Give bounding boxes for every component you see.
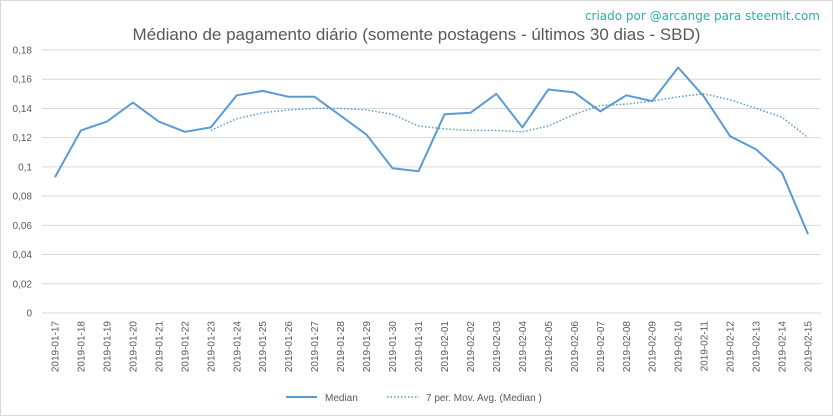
x-axis-ticks: 2019-01-17 2019-01-18 2019-01-19 2019-01-20… xyxy=(50,321,814,373)
y-tick-label: 0,12 xyxy=(13,133,33,144)
y-tick-label: 0,1 xyxy=(18,162,32,173)
x-tick-label: 2019-01-18 xyxy=(76,321,87,373)
credit-text: criado por @arcange para steemit.com xyxy=(584,9,820,23)
x-tick-label: 2019-02-01 xyxy=(440,321,451,373)
x-tick-label: 2019-01-25 xyxy=(258,321,269,373)
x-tick-label: 2019-01-31 xyxy=(414,321,425,373)
x-tick-label: 2019-01-23 xyxy=(206,321,217,373)
x-tick-label: 2019-02-12 xyxy=(726,321,737,373)
moving-average-line xyxy=(210,93,809,139)
y-tick-label: 0,18 xyxy=(13,46,33,57)
x-tick-label: 2019-01-30 xyxy=(388,321,399,373)
x-tick-label: 2019-01-22 xyxy=(180,321,191,373)
x-tick-label: 2019-02-07 xyxy=(596,321,607,373)
x-tick-label: 2019-02-10 xyxy=(674,321,685,373)
y-tick-label: 0 xyxy=(26,309,32,320)
x-tick-label: 2019-02-08 xyxy=(622,321,633,373)
x-tick-label: 2019-01-24 xyxy=(232,321,243,373)
y-tick-label: 0,16 xyxy=(13,75,33,86)
chart-title: Médiano de pagamento diário (somente pos… xyxy=(132,25,701,44)
legend: Median 7 per. Mov. Avg. (Median ) xyxy=(286,393,542,404)
y-tick-label: 0,14 xyxy=(13,104,33,115)
x-tick-label: 2019-01-17 xyxy=(50,321,61,373)
x-tick-label: 2019-02-03 xyxy=(492,321,503,373)
median-line xyxy=(54,66,809,235)
x-tick-label: 2019-02-04 xyxy=(518,321,529,373)
y-tick-label: 0,02 xyxy=(13,279,33,290)
y-tick-label: 0,06 xyxy=(13,221,33,232)
x-tick-label: 2019-02-06 xyxy=(570,321,581,373)
x-tick-label: 2019-01-20 xyxy=(128,321,139,373)
x-tick-label: 2019-02-05 xyxy=(544,321,555,373)
x-tick-label: 2019-02-13 xyxy=(752,321,763,373)
legend-label: 7 per. Mov. Avg. (Median ) xyxy=(426,393,542,404)
grid-lines xyxy=(42,49,821,314)
y-axis-ticks: 0 0,02 0,04 0,06 0,08 0,1 0,12 0,14 0,16 0,18 xyxy=(13,46,33,320)
x-tick-label: 2019-01-27 xyxy=(310,321,321,373)
x-tick-label: 2019-01-28 xyxy=(336,321,347,373)
x-tick-label: 2019-02-15 xyxy=(804,321,815,373)
x-tick-label: 2019-01-19 xyxy=(102,321,113,373)
legend-label: Median xyxy=(325,393,358,404)
x-tick-label: 2019-02-11 xyxy=(700,321,711,372)
x-tick-label: 2019-02-09 xyxy=(648,321,659,373)
x-tick-label: 2019-02-02 xyxy=(466,321,477,373)
y-tick-label: 0,08 xyxy=(13,192,33,203)
y-tick-label: 0,04 xyxy=(13,250,33,261)
x-tick-label: 2019-01-26 xyxy=(284,321,295,373)
x-tick-label: 2019-01-29 xyxy=(362,321,373,373)
x-tick-label: 2019-01-21 xyxy=(154,321,165,373)
series-group xyxy=(54,66,809,235)
x-tick-label: 2019-02-14 xyxy=(778,321,789,373)
